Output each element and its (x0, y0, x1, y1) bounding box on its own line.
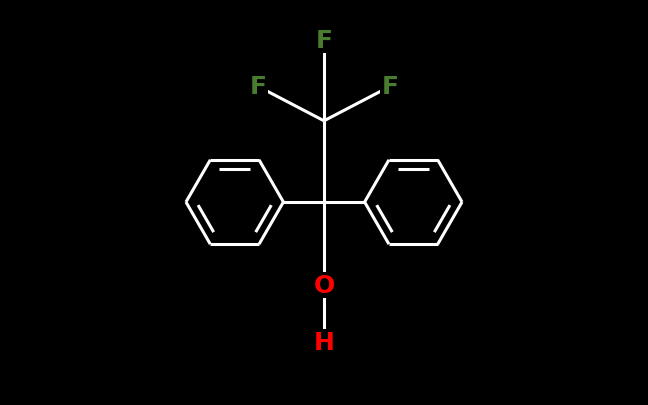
Text: H: H (314, 330, 334, 354)
Text: F: F (249, 75, 266, 99)
Text: O: O (314, 273, 334, 298)
Text: F: F (316, 28, 332, 53)
Text: F: F (382, 75, 399, 99)
